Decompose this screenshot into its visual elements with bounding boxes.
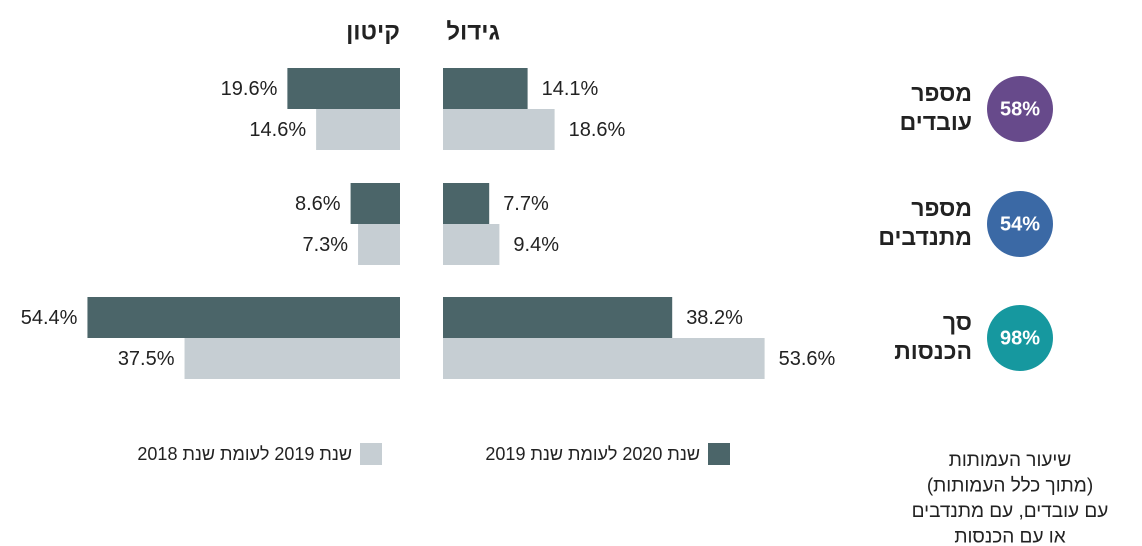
legend-label: שנת 2020 לעומת שנת 2019 [485,444,700,464]
value-label: 37.5% [118,348,175,370]
bar [443,297,673,338]
bar [443,109,555,150]
bar [184,338,400,379]
value-label: 53.6% [779,348,836,370]
bar [87,297,401,338]
value-label: 38.2% [686,307,743,329]
legend-label: שנת 2019 לעומת שנת 2018 [137,444,352,464]
legend-swatch [708,443,730,465]
bar [443,68,528,109]
category-label: סך [943,309,972,335]
note: או עם הכנסות [954,527,1065,546]
value-label: 7.3% [302,234,348,256]
value-label: 54.4% [21,307,78,329]
rate-label: 58% [1000,98,1040,120]
rate-circle [987,305,1053,371]
value-label: 14.1% [542,78,599,100]
bar [443,224,500,265]
category-label: הכנסות [894,338,972,364]
rate-circle [987,76,1053,142]
bar [350,183,400,224]
value-label: 9.4% [513,234,559,256]
panel-title: גידול [446,18,500,45]
rate-circle [987,191,1053,257]
value-label: 19.6% [221,78,278,100]
category-label: מספר [911,80,972,106]
bar [316,109,400,150]
legend-swatch [360,443,382,465]
category-label: מספר [911,195,972,221]
bar [287,68,400,109]
bar [358,224,400,265]
rate-label: 98% [1000,327,1040,349]
bar [443,183,490,224]
panel-title: קיטון [346,18,400,45]
note: שיעור העמותות [949,450,1072,471]
category-label: מתנדבים [878,224,972,250]
category-label: עובדים [900,109,972,135]
note: (מתוך כלל העמותות) [927,476,1093,497]
bar [443,338,765,379]
value-label: 7.7% [503,193,549,215]
note: עם עובדים, עם מתנדבים [912,501,1109,522]
value-label: 8.6% [295,193,341,215]
value-label: 18.6% [569,119,626,141]
rate-label: 54% [1000,213,1040,235]
value-label: 14.6% [249,119,306,141]
